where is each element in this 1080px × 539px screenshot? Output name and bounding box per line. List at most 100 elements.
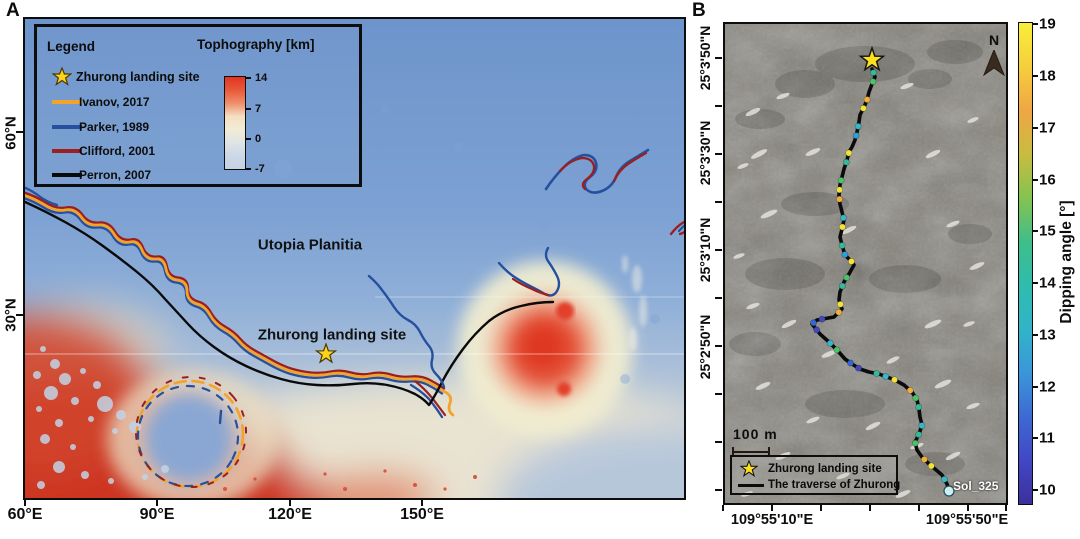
colorbar-tick (1033, 127, 1038, 129)
legend-entry-label: Perron, 2007 (79, 168, 152, 182)
perron-line-swatch (52, 173, 82, 177)
parker-dash (218, 409, 223, 425)
x-axis-tick (918, 505, 920, 511)
parker-hook-line (497, 246, 561, 297)
colorbar-tick-label: -7 (255, 163, 265, 175)
clifford-hook-line (511, 277, 550, 297)
x-axis-tick (1005, 505, 1007, 511)
x-axis-tick (967, 505, 969, 511)
y-axis-tick (715, 201, 722, 203)
clifford-meander-line (612, 151, 648, 183)
y-axis-label: 30°N (2, 298, 20, 332)
dipping-angle-dot (836, 195, 843, 203)
colorbar-tick (246, 168, 251, 170)
dipping-angle-dot (891, 376, 898, 384)
y-axis-label: 25°3'50"N (697, 25, 713, 91)
dipping-angle-dot (843, 274, 851, 281)
colorbar-tick-label: 15 (1039, 222, 1056, 240)
colorbar-title: Dipping angle [°] (1058, 200, 1075, 324)
traverse-line-swatch (738, 484, 764, 487)
dipping-angle-dot (838, 242, 846, 249)
highland-crater-speckles (33, 346, 169, 489)
dipping-angle-dot (869, 78, 877, 85)
colorbar-tick (246, 108, 251, 110)
x-axis-tick (24, 500, 26, 506)
dipping-angle-dot (920, 455, 928, 463)
x-axis-tick (156, 500, 158, 506)
colorbar-tick-label: 14 (255, 72, 268, 84)
colorbar-tick-label: 17 (1039, 119, 1056, 137)
perron-2007-line (25, 200, 555, 407)
dipping-angle-dot (826, 339, 834, 347)
colorbar-tick (1033, 489, 1038, 491)
x-axis-label: 109°55'10"E (730, 512, 814, 528)
dark-terrain-patches (729, 40, 992, 476)
legend-entry-label: Ivanov, 2017 (79, 95, 150, 109)
north-arrow-icon (983, 50, 1005, 76)
colorbar-tick-label: 7 (255, 103, 262, 115)
parker-river-line (367, 274, 446, 389)
sol-325-endpoint-marker (943, 485, 955, 497)
colorbar-tick (1033, 23, 1038, 25)
dipping-angle-dot (839, 223, 846, 231)
dipping-angle-dot (810, 319, 817, 327)
dipping-angle-dot (859, 104, 867, 112)
dipping-angle-dot (848, 257, 855, 265)
x-axis-label: 150°E (400, 506, 444, 523)
colorbar-tick-label: 0 (255, 133, 262, 145)
colorbar-tick-label: 10 (1039, 481, 1056, 499)
dipping-angle-dot (940, 475, 948, 483)
dipping-angle-dot (854, 122, 862, 130)
star-icon (740, 460, 758, 478)
panel-b-letter: B (692, 0, 707, 21)
panel-a-legend: Legend Tophography [km] Zhurong landing … (34, 24, 362, 187)
y-axis-tick (16, 131, 23, 133)
y-axis-tick (715, 345, 722, 347)
legend-entry-label: Parker, 1989 (79, 120, 150, 134)
dipping-angle-dot (912, 394, 920, 402)
wispy-streaks (622, 255, 647, 351)
y-axis-label: 25°3'10"N (697, 217, 713, 283)
panel-a-map: Utopia Planitia Zhurong landing site Leg… (23, 17, 686, 500)
dipping-angle-dot (927, 462, 935, 470)
dipping-angle-dot (813, 326, 821, 334)
dipping-angle-dot (840, 214, 847, 222)
dipping-angle-dot (839, 282, 846, 290)
sol-325-label: Sol_325 (953, 479, 999, 493)
colorbar-tick (1033, 334, 1038, 336)
y-axis-tick (16, 314, 23, 316)
panel-b-map: N 100 m Zhurong landing site The travers… (723, 22, 1008, 505)
clifford-line-swatch (52, 149, 82, 153)
y-axis-tick (715, 105, 722, 107)
landing-site-star-icon (314, 342, 338, 364)
y-axis-tick (715, 489, 722, 491)
shoreline-contacts (25, 148, 684, 489)
x-axis-tick (771, 505, 773, 511)
x-axis-label: 109°55'50"E (925, 512, 1009, 528)
dipping-angle-dot (852, 132, 860, 139)
star-icon (52, 67, 72, 87)
plains-crater-dots (160, 105, 660, 384)
dipping-angle-dot (915, 403, 922, 411)
x-axis-tick (289, 500, 291, 506)
colorbar-tick (1033, 282, 1038, 284)
y-axis-tick (715, 441, 722, 443)
colorbar-tick-label: 16 (1039, 171, 1056, 189)
panel-a-letter: A (6, 0, 21, 21)
topography-colorbar-title: Tophography [km] (197, 37, 315, 52)
volcano-highland (457, 261, 633, 437)
crater-outline-parker (136, 384, 240, 488)
dipping-angle-dot (835, 308, 843, 316)
x-axis-label: 60°E (7, 506, 43, 523)
legend-star-label: Zhurong landing site (76, 70, 200, 84)
legend-line-label: The traverse of Zhurong (768, 479, 901, 491)
y-axis-label: 25°3'30"N (697, 120, 713, 186)
edge-curl-line (669, 220, 684, 236)
dipping-angle-dot (833, 346, 841, 354)
colorbar-tick (246, 138, 251, 140)
clifford-2001-line (25, 191, 43, 203)
ivanov-line-swatch (52, 100, 82, 104)
x-axis-tick (421, 500, 423, 506)
x-axis-label: 90°E (139, 506, 175, 523)
landing-site-label: Zhurong landing site (257, 326, 407, 344)
